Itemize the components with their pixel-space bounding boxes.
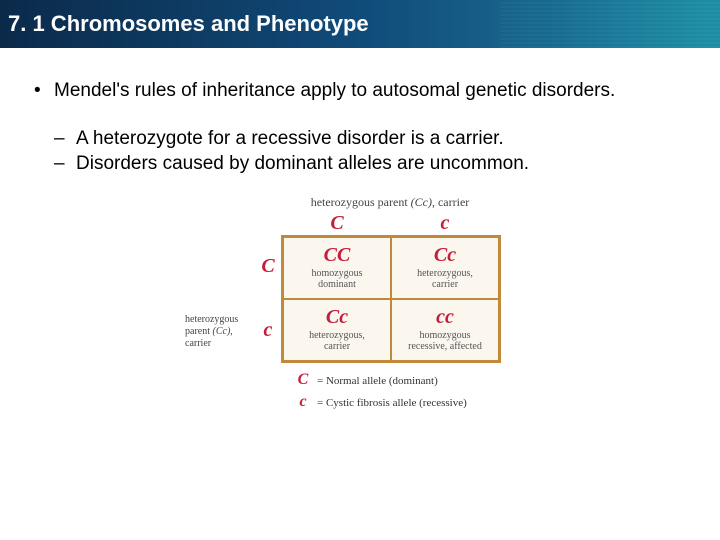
sub-bullet-list: A heterozygote for a recessive disorder … [54,126,692,177]
phenotype-desc: heterozygous,carrier [417,268,473,290]
punnett-row-2: heterozygousparent (Cc),carrier c Cc het… [185,299,535,363]
punnett-top-label: heterozygous parent (Cc), carrier [185,195,535,210]
punnett-top-alleles: C c [185,212,535,235]
allele-row-dom: C [255,235,281,299]
punnett-legend: C = Normal allele (dominant) c = Cystic … [185,369,535,414]
punnett-left-label [185,235,255,299]
legend-row: C = Normal allele (dominant) [295,369,535,391]
genotype: CC [324,245,351,265]
slide-title: 7. 1 Chromosomes and Phenotype [8,11,369,37]
punnett-left-label: heterozygousparent (Cc),carrier [185,299,255,363]
punnett-cell: Cc heterozygous,carrier [391,237,499,299]
sub-bullet: Disorders caused by dominant alleles are… [54,151,692,177]
phenotype-desc: heterozygous,carrier [309,330,365,352]
punnett-cell: Cc heterozygous,carrier [283,299,391,361]
main-bullet-text: Mendel's rules of inheritance apply to a… [54,80,615,101]
phenotype-desc: homozygousrecessive, affected [408,330,482,352]
punnett-cell: cc homozygousrecessive, affected [391,299,499,361]
allele-col-dom: C [283,212,391,235]
legend-row: c = Cystic fibrosis allele (recessive) [295,391,535,413]
slide-content: Mendel's rules of inheritance apply to a… [0,48,720,414]
punnett-grid-top: CC homozygousdominant Cc heterozygous,ca… [281,235,501,299]
punnett-row-1: C CC homozygousdominant Cc heterozygous,… [185,235,535,299]
legend-symbol: c [295,391,311,413]
punnett-cell: CC homozygousdominant [283,237,391,299]
genotype: cc [436,307,454,327]
legend-text: = Normal allele (dominant) [317,374,438,389]
punnett-grid-bottom: Cc heterozygous,carrier cc homozygousrec… [281,299,501,363]
allele-col-rec: c [391,212,499,235]
allele-row-rec: c [255,299,281,363]
phenotype-desc: homozygousdominant [311,268,362,290]
main-bullet-list: Mendel's rules of inheritance apply to a… [28,78,692,177]
legend-text: = Cystic fibrosis allele (recessive) [317,396,467,411]
left-label-text: heterozygousparent (Cc),carrier [185,314,255,350]
main-bullet: Mendel's rules of inheritance apply to a… [28,78,692,177]
genotype: Cc [434,245,456,265]
genotype: Cc [326,307,348,327]
sub-bullet: A heterozygote for a recessive disorder … [54,126,692,152]
punnett-figure: heterozygous parent (Cc), carrier C c C … [185,195,535,414]
slide-header: 7. 1 Chromosomes and Phenotype [0,0,720,48]
legend-symbol: C [295,369,311,391]
